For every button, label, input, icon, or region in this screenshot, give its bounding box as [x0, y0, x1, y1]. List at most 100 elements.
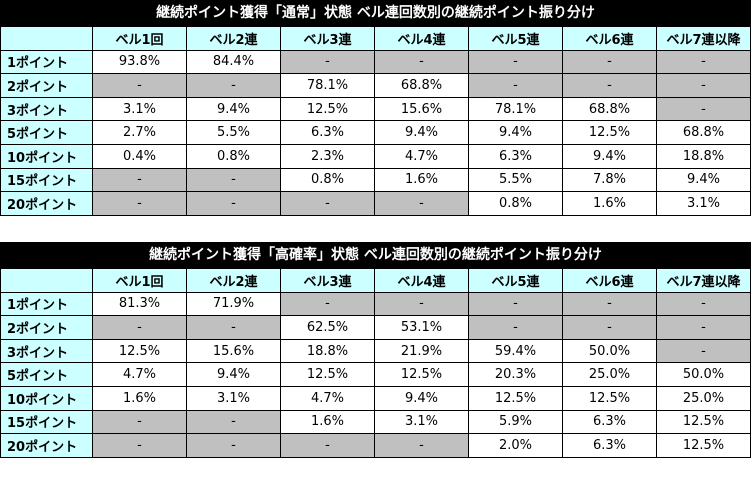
table-cell: 68.8%: [562, 96, 657, 122]
column-header: ベル6連: [562, 26, 657, 51]
table-cell: 0.8%: [468, 191, 563, 216]
table-cell: 25.0%: [562, 362, 657, 387]
table-cell: 12.5%: [562, 120, 657, 145]
table-cell: 21.9%: [374, 338, 469, 364]
row-label: 2ポイント: [0, 315, 93, 340]
table-cell-na: -: [92, 73, 187, 98]
table-cell-na: -: [374, 191, 469, 216]
table-cell-na: -: [186, 191, 281, 216]
column-header: ベル1回: [92, 268, 187, 293]
table-cell: 3.1%: [656, 191, 751, 216]
table-cell: 9.4%: [374, 120, 469, 145]
table-cell: 4.7%: [92, 362, 187, 387]
table-cell: 5.5%: [186, 120, 281, 145]
table-cell: 50.0%: [562, 338, 657, 364]
column-header: ベル3連: [280, 268, 375, 293]
table-cell-na: -: [186, 315, 281, 340]
table-cell-na: -: [468, 291, 563, 317]
column-header: ベル4連: [374, 268, 469, 293]
table-cell-na: -: [186, 409, 281, 435]
table-cell: 6.3%: [562, 433, 657, 458]
distribution-grid: ベル1回 ベル2連 ベル3連 ベル4連 ベル5連 ベル6連 ベル7連以降 1ポイント 93.8%…: [0, 26, 751, 216]
table-cell: 6.3%: [280, 120, 375, 145]
table-cell: 7.8%: [562, 167, 657, 193]
row-label: 5ポイント: [0, 120, 93, 145]
table-cell: 9.4%: [656, 167, 751, 193]
table-cell: 3.1%: [374, 409, 469, 435]
table-cell: 0.8%: [280, 167, 375, 193]
table-row: 5ポイント 2.7% 5.5% 6.3% 9.4% 9.4% 12.5% 68.8%: [0, 120, 751, 145]
table-cell: 25.0%: [656, 385, 751, 411]
table-cell-na: -: [374, 291, 469, 317]
column-header: ベル7連以降: [656, 26, 751, 51]
table-cell: 2.7%: [92, 120, 187, 145]
row-label: 3ポイント: [0, 96, 93, 122]
table-row: 15ポイント - -1.6% 3.1% 5.9% 6.3% 12.5%: [0, 409, 751, 435]
table-cell-na: -: [280, 49, 375, 75]
corner-cell: [0, 268, 93, 293]
table-cell: 15.6%: [186, 338, 281, 364]
table-cell: 18.8%: [280, 338, 375, 364]
distribution-table-high-probability: 継続ポイント獲得「高確率」状態 ベル連回数別の継続ポイント振り分け ベル1回 ベル…: [0, 242, 751, 458]
table-cell-na: -: [656, 49, 751, 75]
row-label: 20ポイント: [0, 433, 93, 458]
column-header: ベル1回: [92, 26, 187, 51]
corner-cell: [0, 26, 93, 51]
column-header: ベル5連: [468, 26, 563, 51]
column-header: ベル6連: [562, 268, 657, 293]
table-cell: 3.1%: [92, 96, 187, 122]
column-header: ベル2連: [186, 268, 281, 293]
table-cell: 1.6%: [374, 167, 469, 193]
table-cell: 68.8%: [374, 73, 469, 98]
table-cell-na: -: [186, 73, 281, 98]
row-label: 15ポイント: [0, 409, 93, 435]
table-cell: 5.9%: [468, 409, 563, 435]
table-cell: 12.5%: [280, 362, 375, 387]
column-header: ベル5連: [468, 268, 563, 293]
table-cell-na: -: [656, 73, 751, 98]
table-row: 2ポイント - -62.5% 53.1% - - -: [0, 315, 751, 340]
table-cell: 2.3%: [280, 143, 375, 169]
table-cell: 1.6%: [92, 385, 187, 411]
row-label: 2ポイント: [0, 73, 93, 98]
table-cell: 12.5%: [374, 362, 469, 387]
table-cell: 71.9%: [186, 291, 281, 317]
table-cell: 9.4%: [468, 120, 563, 145]
distribution-table-normal: 継続ポイント獲得「通常」状態 ベル連回数別の継続ポイント振り分け ベル1回 ベル2…: [0, 0, 751, 216]
table-cell: 9.4%: [562, 143, 657, 169]
row-label: 5ポイント: [0, 362, 93, 387]
table-cell: 0.8%: [186, 143, 281, 169]
table-cell: 12.5%: [280, 96, 375, 122]
header-row: ベル1回 ベル2連 ベル3連 ベル4連 ベル5連 ベル6連 ベル7連以降: [0, 26, 751, 51]
table-cell-na: -: [562, 49, 657, 75]
table-cell-na: -: [468, 73, 563, 98]
table-cell-na: -: [656, 96, 751, 122]
table-row: 1ポイント 81.3% 71.9% - - - - -: [0, 291, 751, 317]
table-row: 10ポイント 1.6% 3.1% 4.7% 9.4% 12.5% 12.5% 25.0%: [0, 385, 751, 411]
table-cell: 9.4%: [374, 385, 469, 411]
row-label: 10ポイント: [0, 143, 93, 169]
table-cell-na: -: [92, 315, 187, 340]
table-cell: 18.8%: [656, 143, 751, 169]
table-cell: 53.1%: [374, 315, 469, 340]
table-cell: 59.4%: [468, 338, 563, 364]
column-header: ベル7連以降: [656, 268, 751, 293]
table-cell-na: -: [92, 409, 187, 435]
table-cell: 0.4%: [92, 143, 187, 169]
table-cell: 5.5%: [468, 167, 563, 193]
header-row: ベル1回 ベル2連 ベル3連 ベル4連 ベル5連 ベル6連 ベル7連以降: [0, 268, 751, 293]
row-label: 10ポイント: [0, 385, 93, 411]
table-cell-na: -: [280, 191, 375, 216]
table-cell-na: -: [374, 433, 469, 458]
table-cell-na: -: [562, 73, 657, 98]
table-cell: 6.3%: [562, 409, 657, 435]
table-cell: 6.3%: [468, 143, 563, 169]
table-cell: 3.1%: [186, 385, 281, 411]
distribution-grid: ベル1回 ベル2連 ベル3連 ベル4連 ベル5連 ベル6連 ベル7連以降 1ポイント 81.3%…: [0, 268, 751, 458]
table-cell-na: -: [468, 315, 563, 340]
table-cell: 12.5%: [656, 409, 751, 435]
row-label: 1ポイント: [0, 49, 93, 75]
table-cell-na: -: [656, 291, 751, 317]
table-cell: 12.5%: [468, 385, 563, 411]
table-row: 15ポイント - -0.8% 1.6% 5.5% 7.8% 9.4%: [0, 167, 751, 193]
